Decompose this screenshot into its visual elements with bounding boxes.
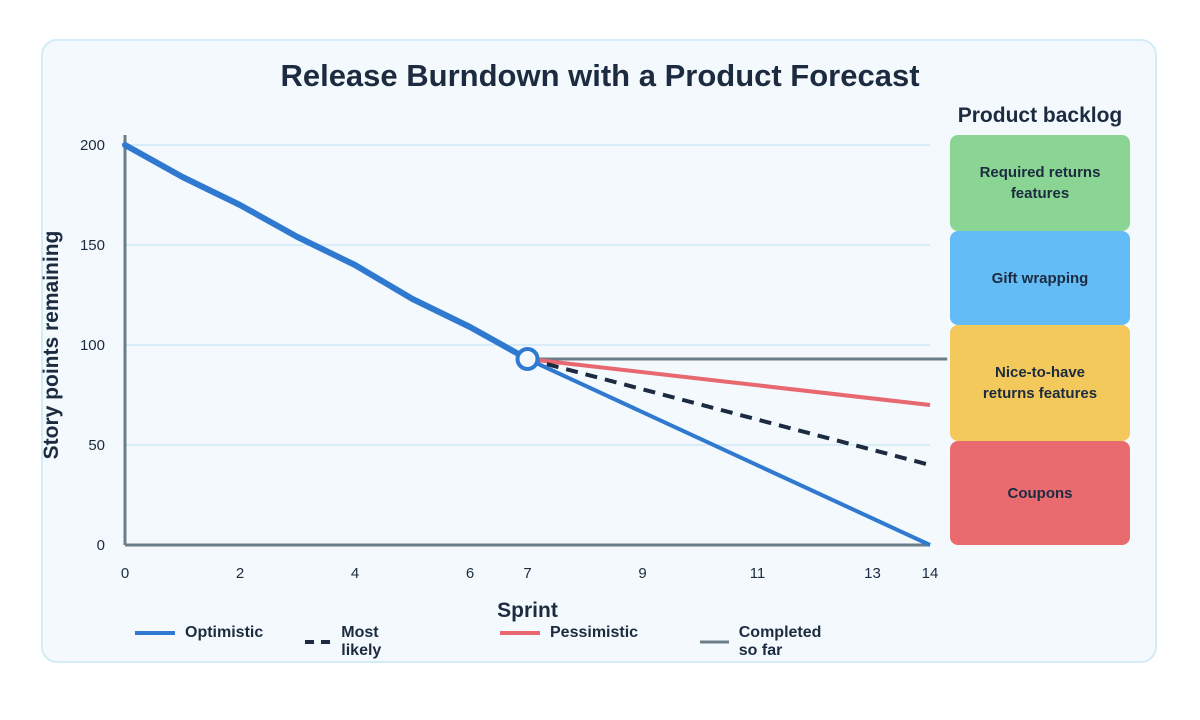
legend-swatch-pessimistic: [500, 631, 540, 635]
legend-label-optimistic: Optimistic: [185, 624, 264, 641]
current-sprint-marker: [515, 347, 540, 371]
x-tick-label-4: 4: [351, 565, 359, 582]
series-line-pessimistic: [527, 357, 931, 407]
legend-label-most-likely: Most likely: [341, 624, 382, 659]
legend-label-completed: Completed so far: [738, 624, 822, 659]
y-tick-label-50: 50: [88, 437, 105, 454]
backlog-item-coupons: Coupons: [950, 441, 1130, 545]
legend-label-pessimistic: Pessimistic: [550, 624, 639, 641]
y-axis-title: Story points remaining: [40, 231, 63, 460]
legend-swatch-most-likely: [305, 640, 332, 644]
chart-title: Release Burndown with a Product Forecast: [280, 58, 920, 93]
y-tick-label-0: 0: [97, 537, 105, 554]
backlog-item-nice-to-have-returns-features: Nice-to-have returns features: [950, 325, 1130, 441]
series-line-optimistic-forecast: [526, 357, 931, 547]
y-tick-label-150: 150: [80, 237, 105, 254]
y-tick-label-100: 100: [80, 337, 105, 354]
x-tick-label-7: 7: [523, 565, 531, 582]
x-tick-label-2: 2: [236, 565, 244, 582]
legend-item-most-likely: Most likely: [305, 624, 395, 660]
series-line-most-likely: [526, 357, 931, 467]
x-tick-label-6: 6: [466, 565, 474, 582]
series-line-optimistic-history: [122, 142, 531, 362]
legend-item-optimistic: Optimistic: [135, 624, 263, 642]
x-tick-label-13: 13: [864, 565, 881, 582]
backlog-title: Product backlog: [957, 104, 1123, 127]
x-tick-label-14: 14: [922, 565, 939, 582]
x-tick-label-0: 0: [121, 565, 129, 582]
legend-swatch-optimistic: [135, 631, 175, 635]
legend-swatch-completed: [700, 640, 729, 644]
x-tick-label-9: 9: [638, 565, 646, 582]
backlog-item-required-returns-features: Required returns features: [950, 135, 1130, 231]
x-axis-title: Sprint: [497, 599, 558, 622]
backlog-item-gift-wrapping: Gift wrapping: [950, 231, 1130, 325]
x-tick-label-11: 11: [750, 565, 766, 582]
y-tick-label-200: 200: [80, 137, 105, 154]
legend-item-completed: Completed so far: [700, 624, 833, 660]
legend-item-pessimistic: Pessimistic: [500, 624, 638, 642]
